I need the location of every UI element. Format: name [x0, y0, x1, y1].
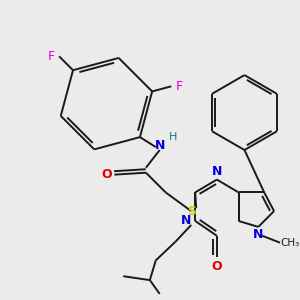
- Text: H: H: [169, 132, 178, 142]
- Text: O: O: [212, 260, 222, 273]
- Text: N: N: [154, 139, 165, 152]
- Text: N: N: [253, 228, 263, 241]
- Text: O: O: [101, 168, 112, 181]
- Text: CH₃: CH₃: [280, 238, 299, 248]
- Text: F: F: [48, 50, 55, 63]
- Text: S: S: [187, 205, 196, 218]
- Text: N: N: [212, 165, 222, 178]
- Text: F: F: [176, 80, 183, 93]
- Text: N: N: [181, 214, 191, 227]
